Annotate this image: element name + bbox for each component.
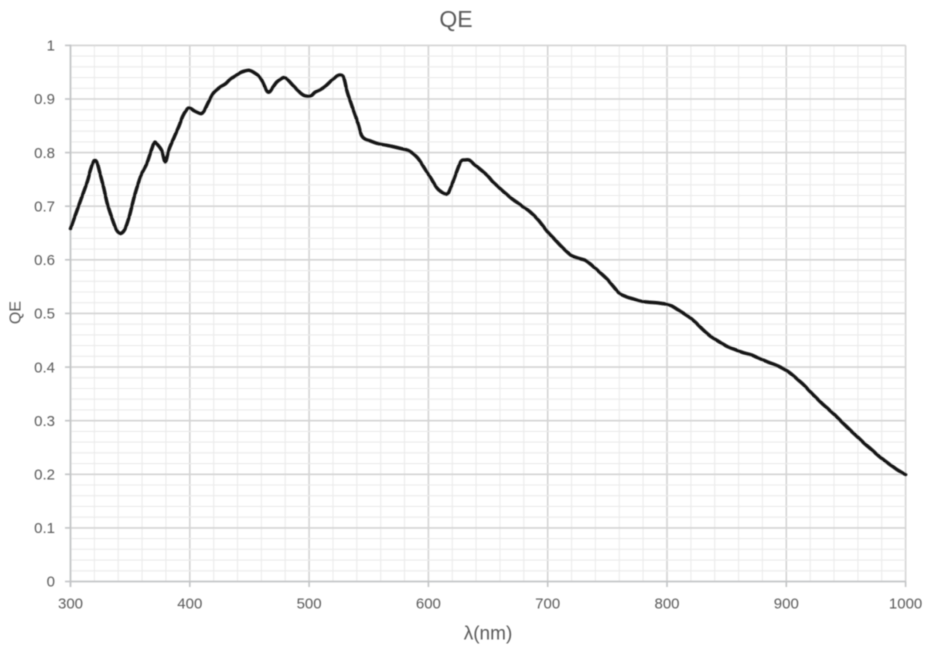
svg-text:0.1: 0.1 bbox=[34, 520, 55, 537]
svg-text:λ(nm): λ(nm) bbox=[464, 624, 513, 645]
svg-text:800: 800 bbox=[654, 596, 679, 613]
svg-text:1: 1 bbox=[47, 38, 55, 55]
svg-text:0.7: 0.7 bbox=[34, 198, 55, 215]
svg-text:0.5: 0.5 bbox=[34, 306, 55, 323]
svg-text:1000: 1000 bbox=[889, 596, 922, 613]
svg-text:300: 300 bbox=[58, 596, 83, 613]
svg-text:0.2: 0.2 bbox=[34, 467, 55, 484]
svg-text:0: 0 bbox=[47, 574, 55, 591]
svg-text:0.3: 0.3 bbox=[34, 413, 55, 430]
svg-text:400: 400 bbox=[177, 596, 202, 613]
svg-text:0.8: 0.8 bbox=[34, 145, 55, 162]
svg-text:900: 900 bbox=[774, 596, 799, 613]
svg-text:600: 600 bbox=[416, 596, 441, 613]
svg-text:0.9: 0.9 bbox=[34, 91, 55, 108]
svg-text:0.6: 0.6 bbox=[34, 252, 55, 269]
svg-text:700: 700 bbox=[535, 596, 560, 613]
svg-text:QE: QE bbox=[8, 301, 25, 324]
svg-text:0.4: 0.4 bbox=[34, 359, 55, 376]
svg-text:500: 500 bbox=[297, 596, 322, 613]
svg-text:QE: QE bbox=[439, 6, 472, 32]
